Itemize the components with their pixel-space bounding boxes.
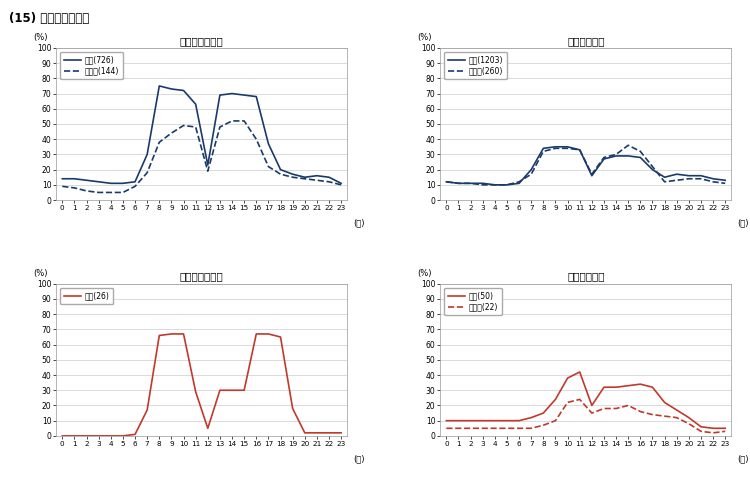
Text: (%): (%)	[33, 33, 47, 42]
Text: (時): (時)	[353, 454, 364, 463]
Legend: 正規(726), 非正規(144): 正規(726), 非正規(144)	[60, 52, 123, 79]
Title: 女性（土日）: 女性（土日）	[567, 272, 604, 282]
Legend: 正規(50), 非正規(22): 正規(50), 非正規(22)	[444, 287, 502, 315]
Legend: 正規(1203), 非正規(260): 正規(1203), 非正規(260)	[444, 52, 507, 79]
Text: (15) 保安職業従事者: (15) 保安職業従事者	[9, 12, 89, 25]
Text: (時): (時)	[737, 218, 748, 228]
Text: (%): (%)	[417, 33, 431, 42]
Title: 女性（月～金）: 女性（月～金）	[180, 272, 224, 282]
Text: (%): (%)	[417, 269, 431, 278]
Text: (時): (時)	[737, 454, 748, 463]
Text: (時): (時)	[353, 218, 364, 228]
Text: (%): (%)	[33, 269, 47, 278]
Legend: 正規(26): 正規(26)	[60, 287, 113, 304]
Title: 男性（月～金）: 男性（月～金）	[180, 36, 224, 46]
Title: 男性（土日）: 男性（土日）	[567, 36, 604, 46]
